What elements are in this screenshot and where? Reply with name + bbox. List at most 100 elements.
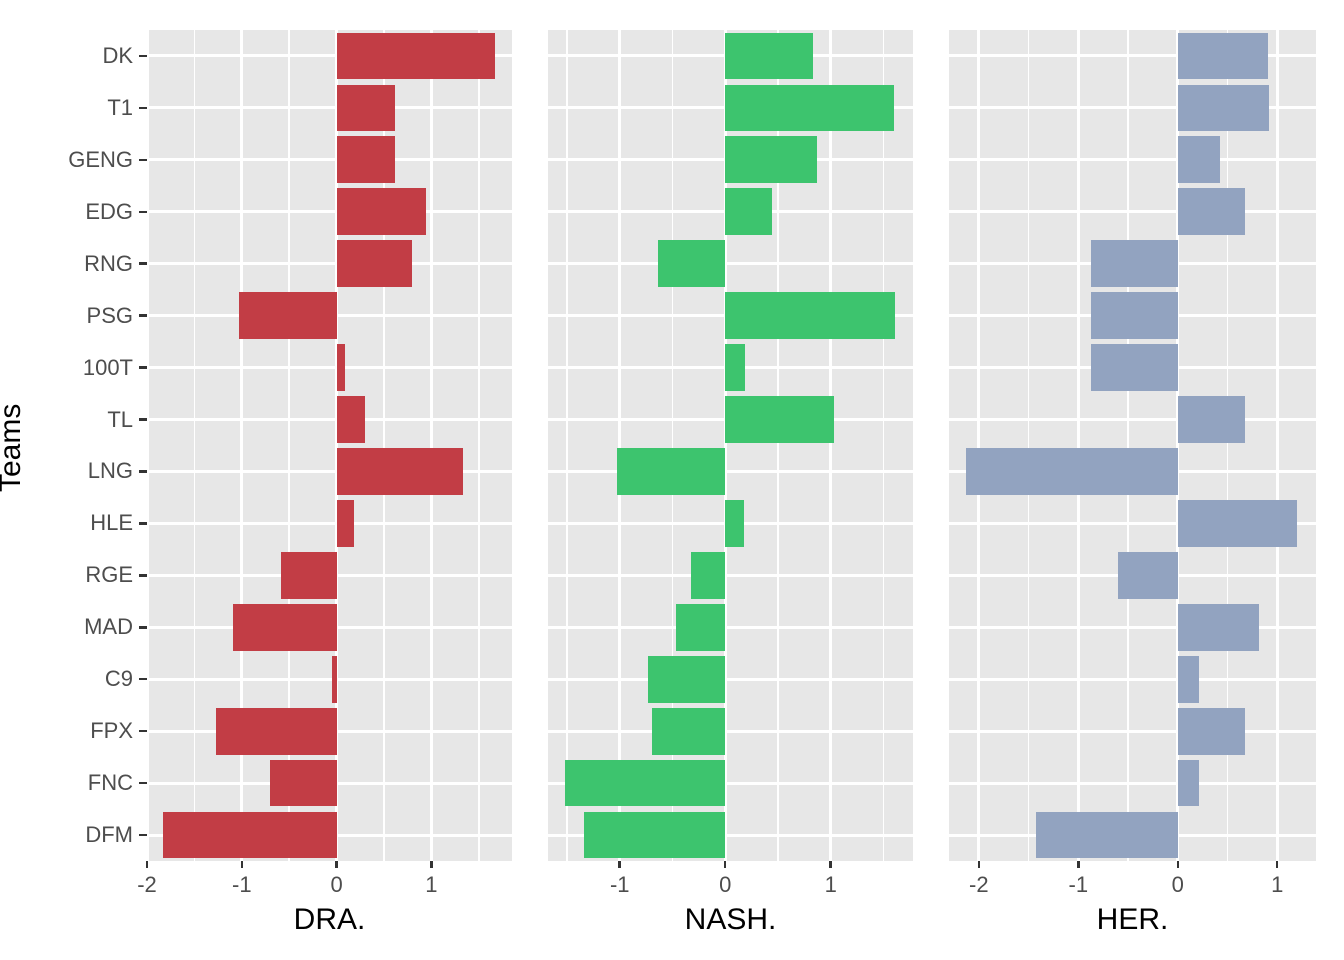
x-tick-label: 1 bbox=[1271, 872, 1284, 897]
row-gridline bbox=[949, 625, 1316, 629]
row-gridline bbox=[949, 677, 1316, 681]
row-gridline bbox=[147, 521, 512, 525]
bar-t1 bbox=[725, 84, 894, 132]
bar-mad bbox=[1177, 603, 1260, 651]
row-gridline bbox=[147, 677, 512, 681]
bar-rge bbox=[691, 551, 726, 599]
y-tick bbox=[139, 418, 147, 421]
y-tick-label-psg: PSG bbox=[86, 302, 133, 328]
minor-gridline bbox=[1226, 30, 1229, 861]
row-gridline bbox=[548, 781, 913, 785]
row-gridline bbox=[949, 521, 1316, 525]
bar-tl bbox=[1177, 396, 1246, 443]
minor-gridline bbox=[882, 30, 885, 861]
bar-psg bbox=[1091, 292, 1178, 340]
minor-gridline bbox=[1027, 30, 1030, 861]
y-tick bbox=[139, 626, 147, 629]
bar-rng bbox=[1091, 240, 1178, 288]
row-gridline bbox=[548, 729, 913, 733]
bar-lng bbox=[965, 448, 1178, 495]
y-tick bbox=[139, 522, 147, 525]
x-tick bbox=[1275, 861, 1279, 868]
bar-100t bbox=[1091, 344, 1178, 391]
y-tick bbox=[139, 54, 147, 58]
y-tick-label-rng: RNG bbox=[84, 250, 133, 276]
y-tick-label-lng: LNG bbox=[87, 458, 133, 484]
x-tick bbox=[618, 861, 621, 868]
minor-gridline bbox=[478, 30, 480, 861]
x-tick-label: 1 bbox=[824, 872, 837, 897]
major-gridline bbox=[618, 30, 622, 861]
bar-100t bbox=[336, 344, 346, 391]
bar-dfm bbox=[163, 811, 337, 859]
bar-fnc bbox=[270, 759, 337, 807]
minor-gridline bbox=[383, 30, 385, 861]
row-gridline bbox=[147, 158, 512, 162]
minor-gridline bbox=[566, 30, 568, 861]
panel-her bbox=[949, 30, 1316, 861]
y-tick bbox=[139, 781, 147, 785]
y-tick bbox=[139, 314, 147, 317]
bar-fpx bbox=[1177, 707, 1246, 755]
x-tick-label: -2 bbox=[137, 872, 157, 897]
bar-dk bbox=[725, 32, 813, 80]
bar-fnc bbox=[1177, 759, 1199, 807]
bar-geng bbox=[1177, 136, 1220, 184]
row-gridline bbox=[949, 210, 1316, 214]
bar-rge bbox=[280, 551, 337, 599]
y-axis-title: Teams bbox=[0, 403, 27, 492]
x-tick bbox=[1176, 861, 1179, 868]
bar-lng bbox=[616, 448, 726, 495]
x-tick bbox=[430, 861, 433, 868]
x-tick bbox=[977, 861, 981, 868]
bar-geng bbox=[725, 136, 817, 184]
row-gridline bbox=[548, 573, 913, 577]
minor-gridline bbox=[777, 30, 779, 861]
major-gridline bbox=[335, 30, 339, 861]
major-gridline bbox=[1275, 30, 1279, 861]
x-tick bbox=[335, 861, 338, 868]
y-tick-label-dfm: DFM bbox=[85, 822, 133, 848]
bar-hle bbox=[336, 500, 354, 547]
y-tick-label-hle: HLE bbox=[90, 510, 133, 536]
bar-dfm bbox=[583, 811, 726, 859]
x-axis-title-her: HER. bbox=[1096, 903, 1169, 936]
row-gridline bbox=[147, 106, 512, 110]
x-tick-label: 0 bbox=[1171, 872, 1184, 897]
y-tick-label-t1: T1 bbox=[107, 94, 133, 120]
bar-100t bbox=[725, 344, 746, 391]
bar-c9 bbox=[648, 655, 726, 703]
bar-psg bbox=[238, 292, 337, 340]
major-gridline bbox=[723, 30, 727, 861]
bar-c9 bbox=[331, 655, 337, 703]
y-tick-label-tl: TL bbox=[107, 406, 133, 432]
bar-c9 bbox=[1177, 655, 1199, 703]
x-tick-label: 0 bbox=[330, 872, 343, 897]
row-gridline bbox=[147, 366, 512, 370]
y-tick bbox=[139, 729, 147, 733]
row-gridline bbox=[949, 729, 1316, 733]
major-gridline bbox=[977, 30, 981, 861]
y-tick bbox=[139, 574, 147, 577]
bar-hle bbox=[725, 500, 745, 547]
y-tick-label-c9: C9 bbox=[104, 666, 133, 692]
bar-tl bbox=[725, 396, 834, 443]
y-tick-label-dk: DK bbox=[102, 42, 133, 68]
major-gridline bbox=[1176, 30, 1180, 861]
bar-fpx bbox=[216, 707, 337, 755]
y-tick-label-100t: 100T bbox=[82, 354, 133, 380]
x-axis-title-dra: DRA. bbox=[293, 903, 366, 936]
bar-rge bbox=[1118, 551, 1178, 599]
bar-t1 bbox=[1177, 84, 1270, 132]
x-tick bbox=[829, 861, 832, 868]
bar-fnc bbox=[564, 759, 726, 807]
bar-psg bbox=[725, 292, 896, 340]
y-tick-label-edg: EDG bbox=[85, 198, 133, 224]
bar-edg bbox=[725, 188, 772, 236]
minor-gridline bbox=[671, 30, 674, 861]
row-gridline bbox=[548, 625, 913, 629]
major-gridline bbox=[429, 30, 433, 861]
x-axis-title-nash: NASH. bbox=[684, 903, 777, 936]
y-tick-label-fnc: FNC bbox=[87, 770, 133, 796]
